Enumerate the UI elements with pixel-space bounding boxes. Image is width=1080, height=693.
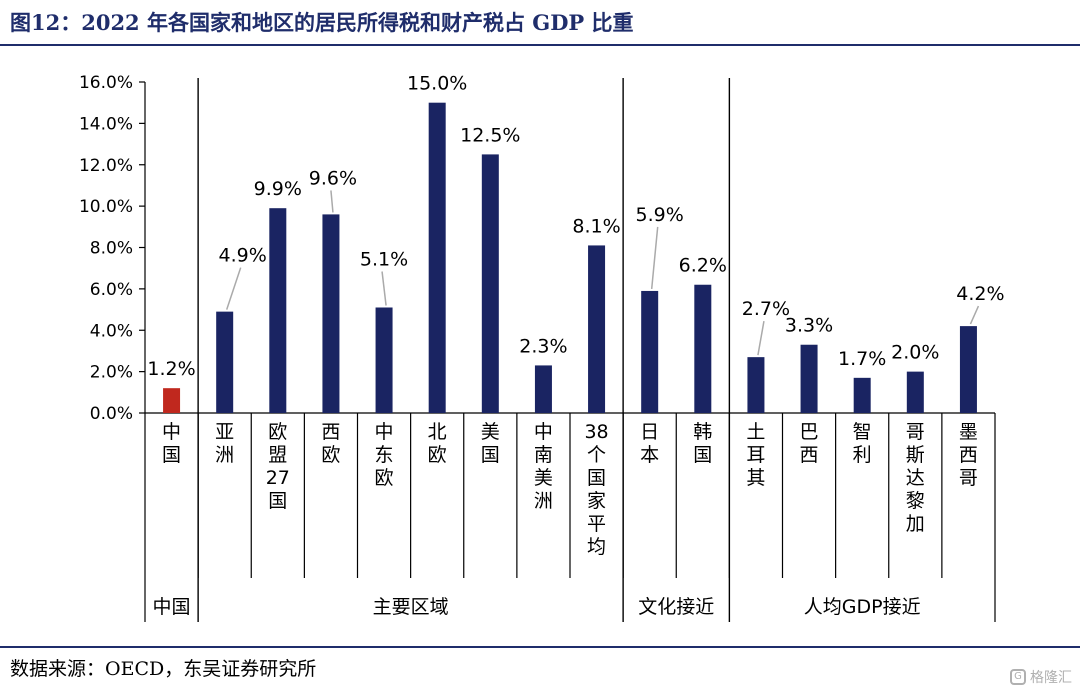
category-label: 欧盟 27 国 — [266, 421, 290, 512]
y-tick-label: 10.0% — [79, 197, 133, 217]
y-tick-label: 8.0% — [90, 239, 133, 259]
data-label: 4.2% — [956, 283, 1004, 305]
category-label: 日本 — [640, 421, 659, 466]
data-label: 5.1% — [360, 248, 408, 270]
bar — [534, 365, 552, 413]
category-label: 北欧 — [428, 421, 447, 466]
data-label: 15.0% — [407, 73, 467, 95]
bar — [588, 245, 606, 413]
data-label: 12.5% — [460, 124, 520, 146]
watermark-text: 格隆汇 — [1030, 670, 1072, 686]
group-label: 文化接近 — [638, 596, 714, 618]
data-label: 6.2% — [679, 255, 727, 277]
data-label: 5.9% — [636, 204, 684, 226]
title-divider — [0, 44, 1080, 46]
bar — [375, 307, 393, 413]
y-tick-label: 14.0% — [79, 114, 133, 134]
y-tick-label: 16.0% — [79, 73, 133, 93]
category-label: 中东欧 — [375, 421, 394, 489]
bar — [906, 371, 924, 413]
y-tick-label: 4.0% — [90, 321, 133, 341]
data-label: 2.0% — [891, 342, 939, 364]
y-tick-label: 6.0% — [90, 280, 133, 300]
group-label: 主要区域 — [373, 596, 449, 618]
source-divider — [0, 646, 1080, 648]
category-label: 智利 — [853, 421, 872, 466]
data-label: 9.9% — [254, 178, 302, 200]
data-label-leader — [330, 190, 334, 213]
category-label: 巴西 — [800, 421, 819, 466]
group-label: 中国 — [153, 596, 191, 618]
watermark: G 格隆汇 — [1010, 667, 1072, 687]
category-label: 墨西哥 — [959, 421, 978, 489]
y-tick-label: 0.0% — [90, 404, 133, 424]
category-label: 美国 — [481, 421, 500, 466]
data-label: 8.1% — [572, 215, 620, 237]
bar — [163, 388, 181, 413]
bar — [216, 311, 234, 413]
data-label: 1.7% — [838, 348, 886, 370]
data-label-leader — [757, 321, 765, 356]
bar — [322, 214, 340, 413]
watermark-logo-icon: G — [1010, 669, 1026, 685]
data-label: 3.3% — [785, 315, 833, 337]
data-label-leader — [969, 305, 980, 325]
category-label: 中国 — [162, 421, 181, 466]
category-label: 西欧 — [321, 421, 340, 466]
data-label-leader — [650, 226, 659, 290]
bar — [800, 344, 818, 413]
category-label: 38 个国家平均 — [584, 421, 608, 558]
bar — [747, 357, 765, 413]
data-label: 9.6% — [309, 167, 357, 189]
bar — [641, 290, 659, 413]
bar — [428, 102, 446, 413]
group-label: 人均GDP接近 — [804, 596, 921, 618]
category-label: 亚洲 — [215, 421, 234, 466]
data-label: 1.2% — [147, 358, 195, 380]
data-label-leader — [225, 267, 242, 310]
y-tick-label: 2.0% — [90, 363, 133, 383]
category-label: 土耳其 — [746, 421, 765, 489]
source-note: 数据来源：OECD，东吴证券研究所 — [10, 658, 317, 680]
y-tick-label: 12.0% — [79, 156, 133, 176]
figure-title: 图12：2022 年各国家和地区的居民所得税和财产税占 GDP 比重 — [10, 10, 634, 35]
bar — [269, 208, 287, 413]
data-label: 2.7% — [742, 298, 790, 320]
data-label: 4.9% — [219, 245, 267, 267]
bar — [694, 284, 712, 413]
category-label: 韩国 — [693, 421, 712, 466]
bar — [853, 377, 871, 413]
data-label-leader — [381, 271, 387, 306]
data-label: 2.3% — [519, 335, 567, 357]
bar — [959, 326, 977, 413]
category-label: 中南美洲 — [534, 421, 553, 512]
category-label: 哥斯达黎加 — [906, 421, 925, 535]
bar — [481, 154, 499, 413]
